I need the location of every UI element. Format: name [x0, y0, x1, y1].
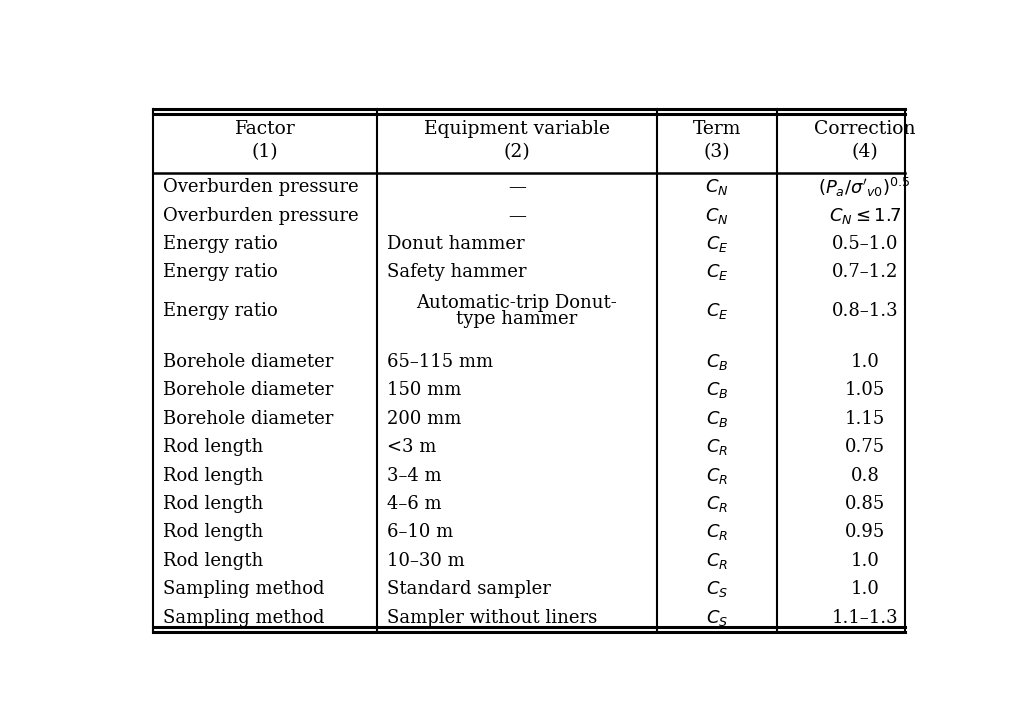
Text: $C_R$: $C_R$: [706, 466, 728, 486]
Text: 10–30 m: 10–30 m: [387, 552, 464, 570]
Text: Standard sampler: Standard sampler: [387, 580, 550, 598]
Text: (4): (4): [851, 143, 878, 161]
Text: Equipment variable: Equipment variable: [424, 120, 610, 138]
Text: (1): (1): [252, 143, 279, 161]
Text: Donut hammer: Donut hammer: [387, 235, 524, 253]
Text: $C_S$: $C_S$: [706, 607, 728, 628]
Text: 0.85: 0.85: [844, 495, 885, 513]
Text: 0.75: 0.75: [845, 438, 884, 456]
Text: Borehole diameter: Borehole diameter: [163, 410, 333, 428]
Text: Borehole diameter: Borehole diameter: [163, 353, 333, 371]
Text: Sampling method: Sampling method: [163, 609, 324, 627]
Text: 6–10 m: 6–10 m: [387, 523, 453, 542]
Text: Rod length: Rod length: [163, 466, 263, 484]
Text: 1.0: 1.0: [850, 552, 879, 570]
Text: 0.7–1.2: 0.7–1.2: [832, 263, 898, 281]
Text: 0.95: 0.95: [844, 523, 885, 542]
Text: $C_R$: $C_R$: [706, 551, 728, 570]
Text: Term: Term: [692, 120, 741, 138]
Text: Automatic-trip Donut-: Automatic-trip Donut-: [417, 294, 617, 312]
Text: Sampler without liners: Sampler without liners: [387, 609, 596, 627]
Text: 3–4 m: 3–4 m: [387, 466, 441, 484]
Text: Energy ratio: Energy ratio: [163, 302, 278, 320]
Text: $C_B$: $C_B$: [706, 352, 729, 372]
Text: 0.8: 0.8: [850, 466, 879, 484]
Text: Energy ratio: Energy ratio: [163, 263, 278, 281]
Text: —: —: [508, 207, 526, 225]
Text: Overburden pressure: Overburden pressure: [163, 179, 358, 196]
Text: $C_E$: $C_E$: [706, 234, 729, 254]
Text: Energy ratio: Energy ratio: [163, 235, 278, 253]
Text: $(P_a/\sigma'_{v0})^{0.5}$: $(P_a/\sigma'_{v0})^{0.5}$: [818, 176, 911, 199]
Text: 1.05: 1.05: [844, 382, 885, 399]
Text: (2): (2): [504, 143, 530, 161]
Text: 65–115 mm: 65–115 mm: [387, 353, 492, 371]
Text: 150 mm: 150 mm: [387, 382, 461, 399]
Text: 1.1–1.3: 1.1–1.3: [832, 609, 898, 627]
Text: $C_N$: $C_N$: [705, 177, 729, 197]
Text: $C_N$: $C_N$: [705, 205, 729, 226]
Text: $C_B$: $C_B$: [706, 408, 729, 429]
Text: 1.0: 1.0: [850, 580, 879, 598]
Text: <3 m: <3 m: [387, 438, 436, 456]
Text: Correction: Correction: [814, 120, 915, 138]
Text: $C_B$: $C_B$: [706, 380, 729, 401]
Text: (3): (3): [704, 143, 731, 161]
Text: $C_E$: $C_E$: [706, 262, 729, 283]
Text: Rod length: Rod length: [163, 552, 263, 570]
Text: Rod length: Rod length: [163, 523, 263, 542]
Text: —: —: [508, 179, 526, 196]
Text: $C_E$: $C_E$: [706, 301, 729, 321]
Text: Rod length: Rod length: [163, 438, 263, 456]
Text: $C_S$: $C_S$: [706, 579, 728, 599]
Text: Rod length: Rod length: [163, 495, 263, 513]
Text: $C_R$: $C_R$: [706, 523, 728, 542]
Text: $C_N \leq 1.7$: $C_N \leq 1.7$: [829, 205, 901, 226]
Text: 0.5–1.0: 0.5–1.0: [832, 235, 898, 253]
Text: Factor: Factor: [234, 120, 295, 138]
Text: Overburden pressure: Overburden pressure: [163, 207, 358, 225]
Text: Borehole diameter: Borehole diameter: [163, 382, 333, 399]
Text: 200 mm: 200 mm: [387, 410, 461, 428]
Text: 1.0: 1.0: [850, 353, 879, 371]
Text: $C_R$: $C_R$: [706, 494, 728, 514]
Text: type hammer: type hammer: [456, 310, 578, 328]
Text: 4–6 m: 4–6 m: [387, 495, 441, 513]
Text: $C_R$: $C_R$: [706, 437, 728, 457]
Text: 0.8–1.3: 0.8–1.3: [832, 302, 898, 320]
Text: 1.15: 1.15: [844, 410, 885, 428]
Text: Sampling method: Sampling method: [163, 580, 324, 598]
Text: Safety hammer: Safety hammer: [387, 263, 526, 281]
